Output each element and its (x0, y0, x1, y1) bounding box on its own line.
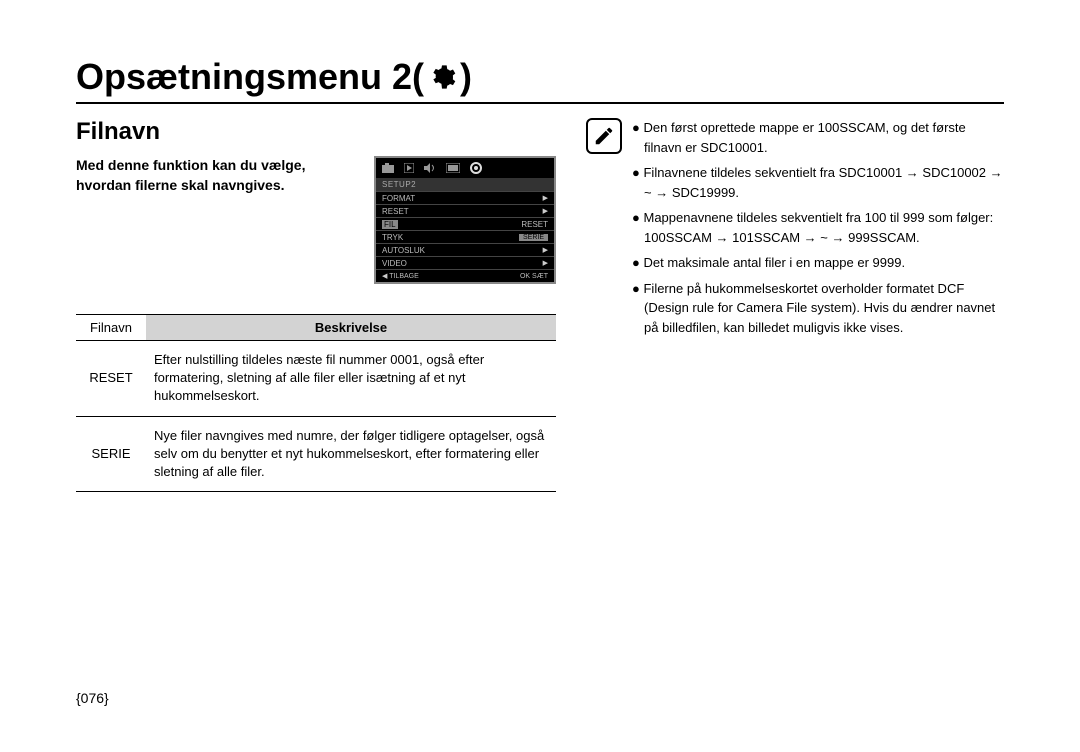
section-heading: Filnavn (76, 118, 556, 146)
sound-icon (424, 163, 436, 173)
camera-icon (382, 163, 394, 173)
notes-list: ● Den først oprettede mappe er 100SSCAM,… (632, 118, 1004, 343)
lcd-row-label: FIL (382, 220, 398, 229)
lcd-tab: SETUP2 (376, 178, 554, 191)
lcd-ok: OK (520, 273, 530, 280)
chevron-right-icon: ▶ (543, 194, 548, 202)
table-row: RESET Efter nulstilling tildeles næste f… (76, 341, 556, 417)
lcd-row-label: AUTOSLUK (382, 246, 425, 255)
lcd-back: TILBAGE (389, 273, 419, 280)
table-cell-desc: Nye filer navngives med numre, der følge… (146, 416, 556, 492)
list-item: ● Filnavnene tildeles sekventielt fra SD… (632, 163, 1004, 202)
title-suffix: ) (460, 56, 472, 98)
description-table: Filnavn Beskrivelse RESET Efter nulstill… (76, 314, 556, 492)
lcd-row-value: RESET (521, 220, 548, 229)
title-prefix: Opsætningsmenu 2( (76, 56, 424, 98)
intro-text: Med denne funktion kan du vælge, hvordan… (76, 156, 356, 195)
list-item: ● Det maksimale antal filer i en mappe e… (632, 253, 1004, 273)
table-header-name: Filnavn (76, 315, 146, 341)
list-item: ● Den først oprettede mappe er 100SSCAM,… (632, 118, 1004, 157)
table-header-desc: Beskrivelse (146, 315, 556, 341)
lcd-row-label: RESET (382, 207, 409, 216)
table-cell-name: RESET (76, 341, 146, 417)
chevron-right-icon: ▶ (543, 246, 548, 254)
note-icon (586, 118, 622, 154)
table-row: SERIE Nye filer navngives med numre, der… (76, 416, 556, 492)
chevron-right-icon: ▶ (543, 207, 548, 215)
page-number: {076} (76, 690, 109, 706)
lcd-row-label: TRYK (382, 233, 403, 242)
gear-small-icon (470, 162, 482, 174)
lcd-row-label: FORMAT (382, 194, 415, 203)
table-cell-name: SERIE (76, 416, 146, 492)
list-item: ● Mappenavnene tildeles sekventielt fra … (632, 208, 1004, 247)
gear-icon (428, 63, 456, 91)
chevron-left-icon: ◀ (382, 273, 387, 280)
camera-lcd-screenshot: SETUP2 FORMAT ▶ RESET ▶ FIL RESET TRYK SERIE… (374, 156, 556, 284)
play-icon (404, 163, 414, 173)
display-icon (446, 163, 460, 173)
lcd-set: SÆT (532, 273, 548, 280)
page-title: Opsætningsmenu 2( ) (76, 56, 1004, 104)
list-item: ● Filerne på hukommelseskortet overholde… (632, 279, 1004, 338)
lcd-row-value: SERIE (519, 234, 548, 241)
chevron-right-icon: ▶ (543, 259, 548, 267)
lcd-row-label: VIDEO (382, 259, 407, 268)
table-cell-desc: Efter nulstilling tildeles næste fil num… (146, 341, 556, 417)
